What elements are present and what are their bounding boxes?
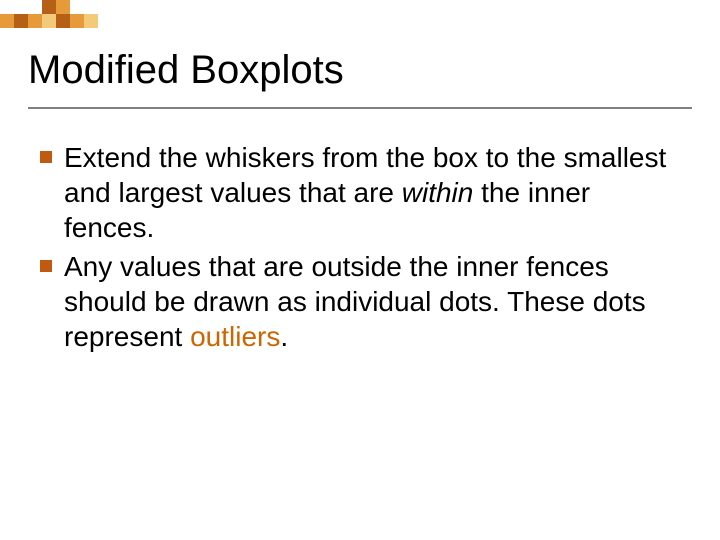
deco-square (70, 14, 84, 28)
deco-square (56, 0, 70, 14)
bullet-item: Any values that are outside the inner fe… (40, 249, 680, 354)
text-run: within (402, 177, 474, 208)
title-block: Modified Boxplots (28, 48, 692, 109)
deco-square (56, 14, 70, 28)
text-run: Any values that are outside the inner fe… (64, 251, 646, 352)
deco-square (84, 14, 98, 28)
bullet-square-icon (40, 260, 52, 272)
slide-body: Extend the whiskers from the box to the … (40, 140, 680, 358)
text-run: outliers (190, 321, 280, 352)
deco-square (0, 14, 14, 28)
deco-square (28, 14, 42, 28)
slide-title: Modified Boxplots (28, 48, 692, 103)
deco-square (14, 14, 28, 28)
bullet-square-icon (40, 151, 52, 163)
deco-square (42, 0, 56, 14)
text-run: . (280, 321, 288, 352)
title-rule (28, 107, 692, 109)
deco-square (42, 14, 56, 28)
corner-decoration (0, 0, 120, 40)
bullet-item: Extend the whiskers from the box to the … (40, 140, 680, 245)
bullet-text: Any values that are outside the inner fe… (64, 249, 680, 354)
bullet-text: Extend the whiskers from the box to the … (64, 140, 680, 245)
